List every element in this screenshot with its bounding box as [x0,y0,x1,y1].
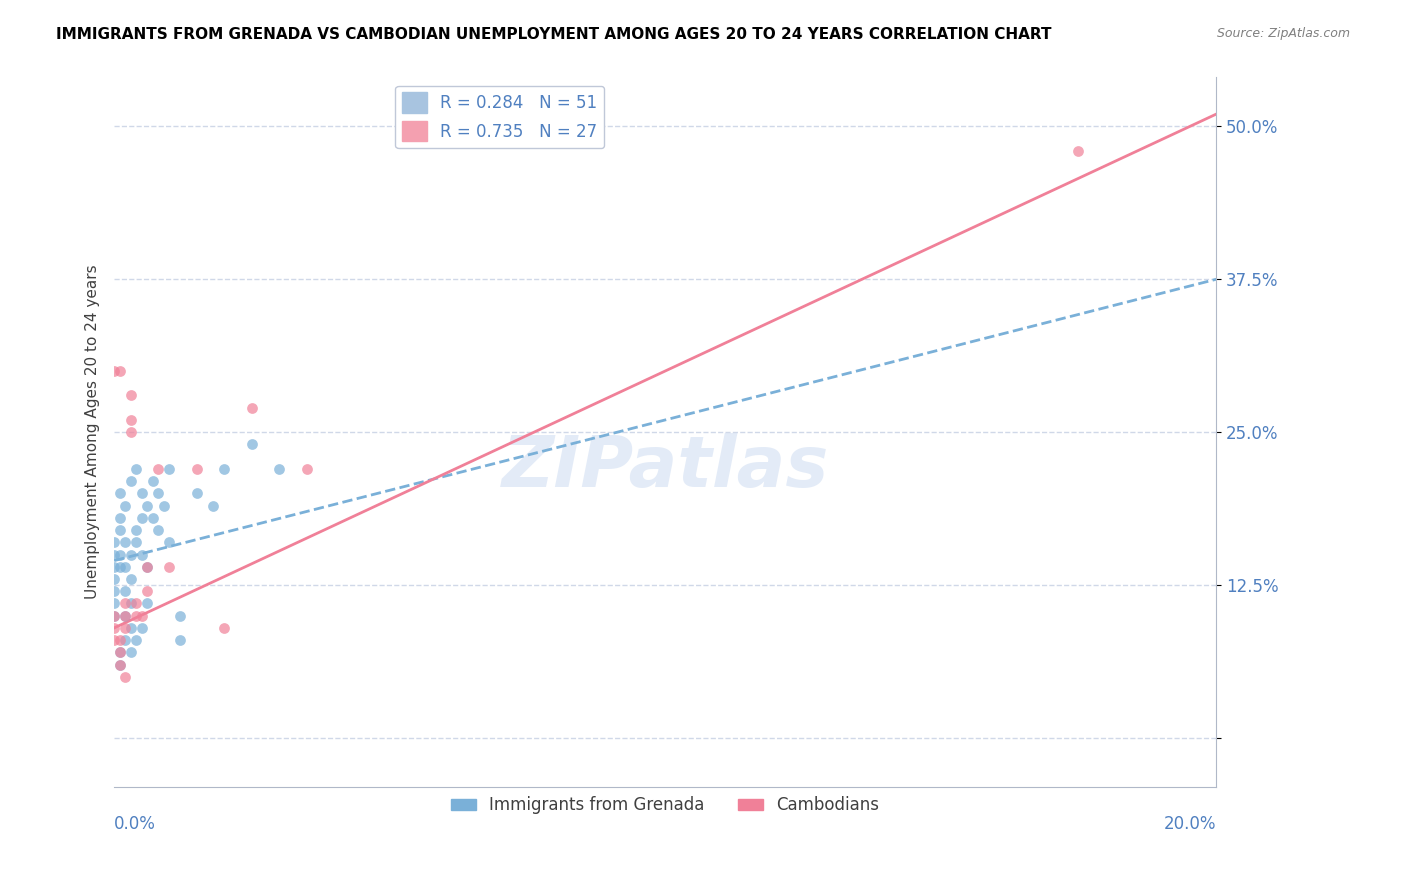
Point [120,388,142,402]
Point [114,670,136,684]
Point [125,462,148,476]
Point [103,608,125,623]
Point [240,401,263,415]
Point [148,462,170,476]
Point [152,499,174,513]
Point [136,597,159,611]
Point [142,511,165,525]
Point [125,597,148,611]
Point [120,548,142,562]
Point [214,462,236,476]
Point [1067,144,1090,158]
Point [142,474,165,488]
Point [157,462,180,476]
Point [108,645,131,659]
Point [169,608,191,623]
Point [131,548,153,562]
Point [114,621,136,635]
Point [157,559,180,574]
Point [295,462,318,476]
Point [114,608,136,623]
Point [114,535,136,549]
Text: 20.0%: 20.0% [1164,815,1216,833]
Point [131,486,153,500]
Point [169,633,191,648]
Point [108,364,131,378]
Point [108,523,131,537]
Point [108,559,131,574]
Point [131,511,153,525]
Point [125,608,148,623]
Point [103,621,125,635]
Point [131,608,153,623]
Point [103,597,125,611]
Point [120,413,142,427]
Point [125,633,148,648]
Point [120,474,142,488]
Point [108,486,131,500]
Y-axis label: Unemployment Among Ages 20 to 24 years: Unemployment Among Ages 20 to 24 years [86,265,100,599]
Point [114,499,136,513]
Point [148,523,170,537]
Point [120,425,142,440]
Point [108,511,131,525]
Legend: Immigrants from Grenada, Cambodians: Immigrants from Grenada, Cambodians [444,789,886,822]
Point [108,657,131,672]
Point [136,559,159,574]
Point [103,559,125,574]
Point [148,486,170,500]
Point [103,633,125,648]
Point [120,621,142,635]
Point [120,645,142,659]
Point [240,437,263,451]
Point [114,559,136,574]
Point [186,462,208,476]
Point [108,657,131,672]
Point [103,584,125,599]
Text: 0.0%: 0.0% [114,815,156,833]
Point [120,572,142,586]
Point [108,548,131,562]
Point [214,621,236,635]
Point [114,608,136,623]
Point [108,633,131,648]
Point [103,608,125,623]
Point [202,499,225,513]
Text: ZIPatlas: ZIPatlas [502,434,830,502]
Point [103,364,125,378]
Point [114,597,136,611]
Point [269,462,291,476]
Point [186,486,208,500]
Point [103,572,125,586]
Point [136,559,159,574]
Point [114,584,136,599]
Point [131,621,153,635]
Text: IMMIGRANTS FROM GRENADA VS CAMBODIAN UNEMPLOYMENT AMONG AGES 20 TO 24 YEARS CORR: IMMIGRANTS FROM GRENADA VS CAMBODIAN UNE… [56,27,1052,42]
Point [114,633,136,648]
Point [136,584,159,599]
Point [103,535,125,549]
Point [136,499,159,513]
Point [120,597,142,611]
Point [157,535,180,549]
Point [103,548,125,562]
Point [125,535,148,549]
Point [108,645,131,659]
Text: Source: ZipAtlas.com: Source: ZipAtlas.com [1216,27,1350,40]
Point [125,523,148,537]
